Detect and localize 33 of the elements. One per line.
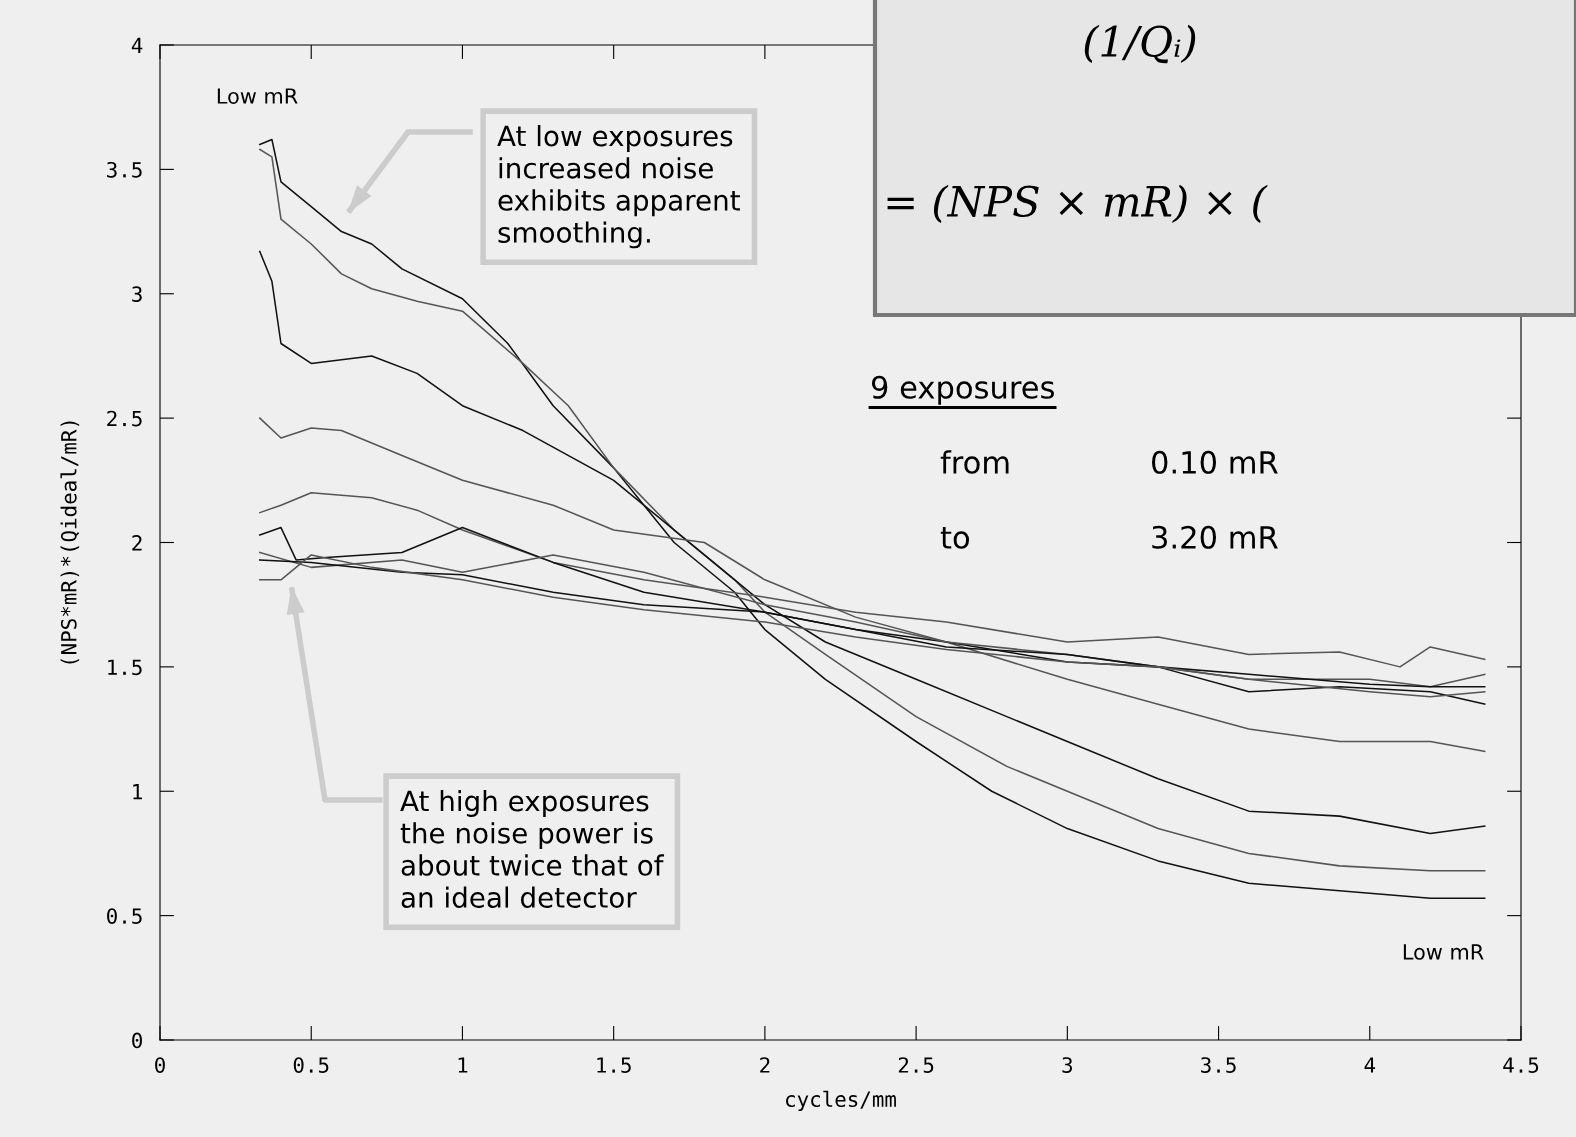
y-tick-label: 1.5 <box>108 659 142 676</box>
annotation: 9 exposures <box>871 375 1054 405</box>
y-tick-label: 0.5 <box>107 908 142 924</box>
y-tick-label: 2.5 <box>107 410 142 427</box>
x-tick-label: 1.5 <box>597 1057 631 1073</box>
annotation: 0.10 mR <box>1152 450 1278 474</box>
annotation: 3.20 mR <box>1152 525 1278 549</box>
x-tick-label: 3 <box>1062 1057 1073 1073</box>
x-axis-title: cycles/mm <box>786 1090 896 1112</box>
x-tick-label: 2.5 <box>898 1057 934 1073</box>
annotation: to <box>940 526 970 549</box>
y-axis-title: (NPS*mR)*(Qideal/mR) <box>60 421 80 664</box>
y-tick-label: 0 <box>132 1032 142 1049</box>
annotation: At low exposures increased noise exhibits apparent smoothing. <box>497 125 740 249</box>
annotation: = (NPS × mR) × ( <box>887 184 1268 223</box>
y-tick-label: 3 <box>132 286 142 303</box>
x-tick-label: 4.5 <box>1503 1057 1539 1073</box>
annotation: Low mR <box>1403 944 1484 960</box>
y-tick-label: 2 <box>132 535 142 551</box>
x-tick-label: 2 <box>760 1057 770 1073</box>
y-tick-label: 1 <box>133 784 142 800</box>
y-tick-label: 4 <box>131 37 143 53</box>
line-series <box>259 417 1486 753</box>
x-tick-label: 0 <box>155 1057 165 1073</box>
annotation: (1/Qᵢ) <box>1084 24 1196 64</box>
x-tick-label: 4 <box>1364 1057 1376 1073</box>
annotation: Low mR <box>217 88 298 104</box>
x-tick-label: 3.5 <box>1201 1057 1236 1073</box>
x-tick-label: 0.5 <box>293 1057 329 1073</box>
annotation: At high exposures the noise power is about twice that of an ideal detector <box>400 790 665 908</box>
annotation: from <box>940 450 1009 474</box>
x-tick-label: 1 <box>458 1057 468 1073</box>
y-tick-label: 3.5 <box>107 161 142 178</box>
